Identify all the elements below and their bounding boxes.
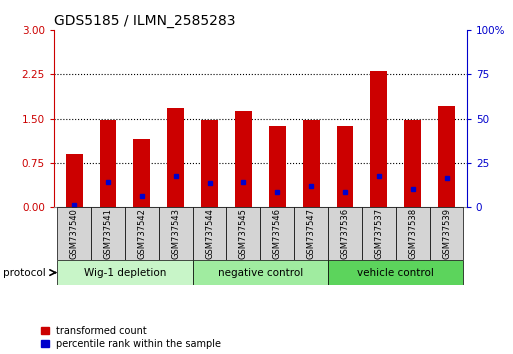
Bar: [57, 260, 193, 285]
Bar: [328, 260, 463, 285]
Bar: [269, 126, 286, 207]
Text: GSM737546: GSM737546: [273, 208, 282, 259]
Bar: [404, 120, 421, 207]
Text: negative control: negative control: [218, 268, 303, 278]
Bar: [429, 207, 463, 260]
Bar: [193, 260, 328, 285]
Text: Wig-1 depletion: Wig-1 depletion: [84, 268, 166, 278]
Bar: [201, 120, 218, 207]
Bar: [294, 207, 328, 260]
Bar: [91, 207, 125, 260]
Bar: [66, 154, 83, 207]
Bar: [328, 207, 362, 260]
Text: GSM737536: GSM737536: [341, 208, 349, 259]
Text: GSM737538: GSM737538: [408, 208, 417, 259]
Text: GSM737547: GSM737547: [307, 208, 315, 259]
Bar: [159, 207, 193, 260]
Bar: [235, 111, 252, 207]
Bar: [125, 207, 159, 260]
Bar: [193, 207, 227, 260]
Bar: [227, 207, 260, 260]
Text: GSM737543: GSM737543: [171, 208, 180, 259]
Bar: [303, 120, 320, 207]
Text: GSM737542: GSM737542: [137, 208, 146, 259]
Text: GSM737540: GSM737540: [70, 208, 78, 259]
Text: GSM737545: GSM737545: [239, 208, 248, 259]
Bar: [370, 72, 387, 207]
Text: vehicle control: vehicle control: [358, 268, 434, 278]
Bar: [100, 120, 116, 207]
Bar: [396, 207, 429, 260]
Text: GSM737544: GSM737544: [205, 208, 214, 259]
Bar: [133, 139, 150, 207]
Bar: [167, 108, 184, 207]
Legend: transformed count, percentile rank within the sample: transformed count, percentile rank withi…: [41, 326, 221, 349]
Text: GDS5185 / ILMN_2585283: GDS5185 / ILMN_2585283: [54, 14, 235, 28]
Text: GSM737539: GSM737539: [442, 208, 451, 259]
Bar: [57, 207, 91, 260]
Text: protocol: protocol: [3, 268, 45, 278]
Bar: [261, 207, 294, 260]
Text: GSM737537: GSM737537: [374, 208, 383, 259]
Bar: [362, 207, 396, 260]
Bar: [337, 126, 353, 207]
Text: GSM737541: GSM737541: [104, 208, 112, 259]
Bar: [438, 105, 455, 207]
